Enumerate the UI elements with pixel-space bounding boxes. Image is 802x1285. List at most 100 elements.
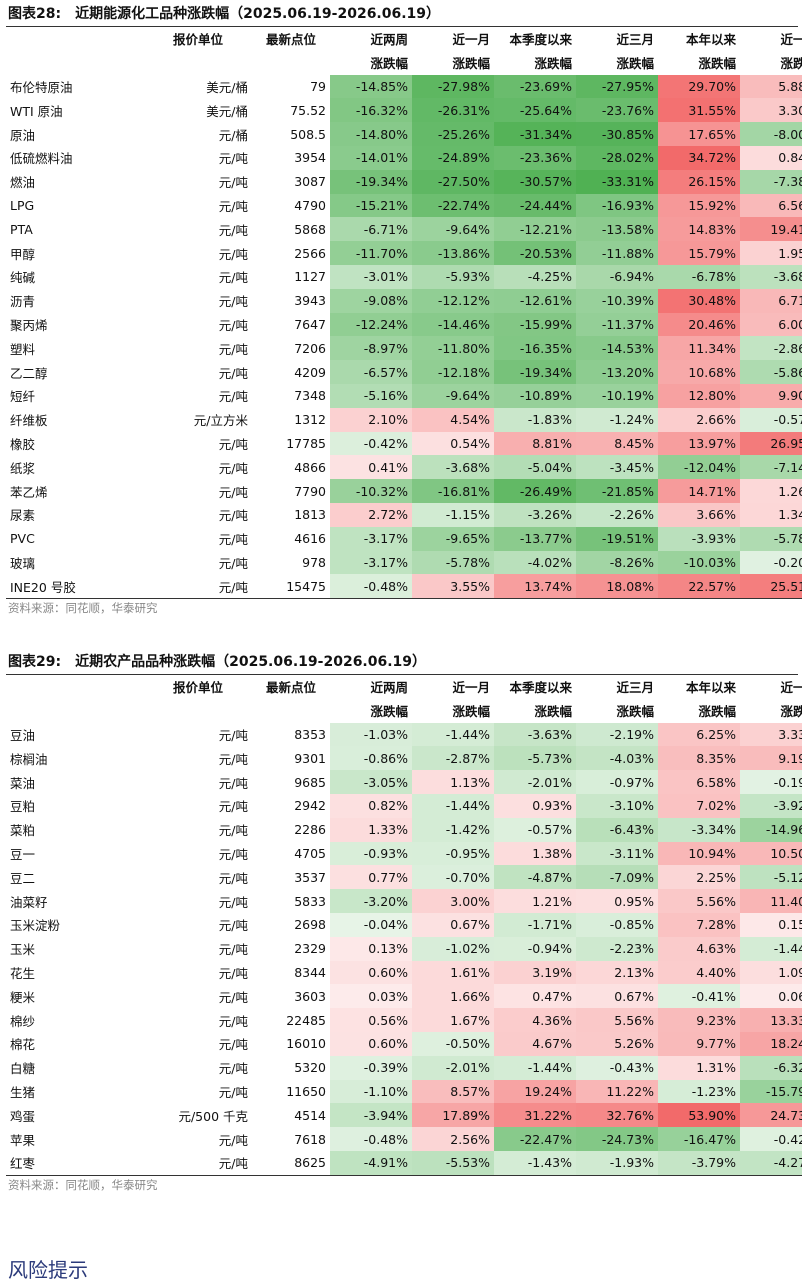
table-row: 尿素 元/吨 1813 2.72% -1.15% -3.26% -2.26% 3.66% 1.3… [6, 502, 802, 527]
latest-point: 5868 [294, 221, 326, 237]
change-cell: 0.13% [330, 936, 412, 961]
commodity-name: 苹果 [10, 1132, 36, 1148]
change-cell: -21.85% [576, 479, 658, 503]
change-cell: -1.44% [494, 1055, 576, 1080]
table-row: 棉花 元/吨 16010 0.60% -0.50% 4.67% 5.26% 9.77% 18.2… [6, 1031, 802, 1056]
change-cell: 0.60% [330, 960, 412, 985]
change-cell: -11.88% [576, 241, 658, 265]
table-row: 玻璃 元/吨 978 -3.17% -5.78% -4.02% -8.26% -10.03% -… [6, 550, 802, 575]
change-cell: 3.66% [658, 502, 740, 527]
header-row: 报价单位 最新点位 近两周 近一月 本季度以来 近三月 本年以来 近一年 [6, 27, 802, 51]
header-row: 报价单位 最新点位 近两周 近一月 本季度以来 近三月 本年以来 近一年 [6, 675, 802, 699]
header-latest-point: 最新点位 [265, 32, 316, 48]
change-cell: -24.44% [494, 193, 576, 218]
change-cell: -16.35% [494, 336, 576, 361]
change-cell: 22.57% [658, 574, 740, 600]
latest-point: 4209 [294, 364, 326, 380]
agri-table-title: 图表29: 近期农产品品种涨跌幅（2025.06.19-2026.06.19） [6, 650, 798, 675]
change-cell: 2.10% [330, 407, 412, 432]
quote-unit: 元/吨 [218, 727, 248, 743]
table-row: 菜油 元/吨 9685 -3.05% 1.13% -2.01% -0.97% 6.58% -0.… [6, 770, 802, 794]
commodity-name: 鸡蛋 [10, 1108, 36, 1124]
change-cell: 8.57% [412, 1079, 494, 1104]
change-cell: -3.17% [330, 526, 412, 551]
change-cell: 1.33% [330, 817, 412, 842]
change-cell: 5.56% [658, 889, 740, 913]
change-cell: -13.77% [494, 526, 576, 551]
change-cell: 3.33% [740, 722, 802, 747]
change-cell: 31.55% [658, 98, 740, 123]
table-row: 生猪 元/吨 11650 -1.10% 8.57% 19.24% 11.22% -1.23% -… [6, 1079, 802, 1104]
latest-point: 17785 [286, 435, 326, 451]
change-cell: 7.02% [658, 793, 740, 818]
change-cell: 0.56% [330, 1008, 412, 1032]
table-row: 棕榈油 元/吨 9301 -0.86% -2.87% -5.73% -4.03% 8.35% 9… [6, 746, 802, 771]
risk-heading: 风险提示 [8, 1258, 88, 1282]
change-cell: -12.21% [494, 217, 576, 242]
change-cell: 13.97% [658, 431, 740, 456]
agri-table-section: 图表29: 近期农产品品种涨跌幅（2025.06.19-2026.06.19） 报… [6, 650, 802, 1194]
change-cell: 9.19% [740, 746, 802, 771]
commodity-name: PVC [10, 531, 35, 547]
latest-point: 3943 [294, 293, 326, 309]
commodity-name: 原油 [10, 127, 36, 143]
header-change: 涨跌幅 [616, 56, 654, 72]
change-cell: 8.81% [494, 431, 576, 456]
header-period: 近一月 [452, 680, 490, 696]
change-cell: 13.74% [494, 574, 576, 600]
quote-unit: 元/吨 [218, 799, 248, 815]
latest-point: 2942 [294, 798, 326, 814]
change-cell: -9.65% [412, 526, 494, 551]
latest-point: 8625 [252, 1150, 330, 1176]
change-cell: -1.02% [412, 936, 494, 961]
header-latest-point: 最新点位 [265, 680, 316, 696]
quote-unit: 元/吨 [218, 1084, 248, 1100]
change-cell: -3.79% [658, 1150, 740, 1176]
quote-unit: 元/吨 [218, 151, 248, 167]
commodity-name: 棉花 [10, 1037, 36, 1053]
change-cell: -3.10% [576, 793, 658, 818]
table-row: INE20 号胶 元/吨 15475 -0.48% 3.55% 13.74% 18.08% 2… [6, 574, 802, 600]
commodity-name: 纤维板 [10, 413, 48, 429]
agri-figure-title: 近期农产品品种涨跌幅（2025.06.19-2026.06.19） [75, 654, 427, 670]
quote-unit: 元/吨 [218, 508, 248, 524]
change-cell: 1.95% [740, 241, 802, 265]
latest-point: 79 [310, 78, 326, 94]
quote-unit: 元/吨 [218, 317, 248, 333]
table-row: 白糖 元/吨 5320 -0.39% -2.01% -1.44% -0.43% 1.31% -6… [6, 1055, 802, 1080]
commodity-name: 乙二醇 [10, 365, 48, 381]
change-cell: 31.22% [494, 1103, 576, 1128]
agri-table-body: 豆油 元/吨 8353 -1.03% -1.44% -3.63% -2.19% 6.25% 3.… [6, 722, 802, 1176]
commodity-name: INE20 号胶 [6, 574, 144, 600]
commodity-name: WTI 原油 [10, 103, 63, 119]
quote-unit: 元/吨 [144, 1150, 252, 1176]
change-cell: -10.03% [658, 550, 740, 575]
header-blank [6, 51, 144, 75]
header-change: 涨跌幅 [780, 704, 802, 720]
latest-point: 5320 [294, 1060, 326, 1076]
energy-table-body: 布伦特原油 美元/桶 79 -14.85% -27.98% -23.69% -27.95% 2… [6, 74, 802, 600]
latest-point: 7206 [294, 340, 326, 356]
change-cell: 4.67% [494, 1031, 576, 1056]
change-cell: -3.20% [330, 889, 412, 913]
commodity-name: 花生 [10, 965, 36, 981]
change-cell: -3.01% [330, 264, 412, 289]
change-cell: 14.83% [658, 217, 740, 242]
change-cell: 6.58% [658, 770, 740, 794]
change-cell: -4.02% [494, 550, 576, 575]
quote-unit: 元/吨 [218, 1061, 248, 1077]
change-cell: -2.86% [740, 336, 802, 361]
change-cell: -1.43% [494, 1150, 576, 1176]
header-blank [6, 27, 144, 51]
change-cell: -0.50% [412, 1031, 494, 1056]
header-change: 涨跌幅 [616, 704, 654, 720]
change-cell: 2.72% [330, 502, 412, 527]
change-cell: -15.21% [330, 193, 412, 218]
commodity-name: 油菜籽 [10, 894, 48, 910]
change-cell: 24.73% [740, 1103, 802, 1128]
change-cell: -4.03% [576, 746, 658, 771]
latest-point: 3537 [294, 869, 326, 885]
header-period: 近一年 [780, 32, 802, 48]
change-cell: 0.03% [330, 984, 412, 1009]
